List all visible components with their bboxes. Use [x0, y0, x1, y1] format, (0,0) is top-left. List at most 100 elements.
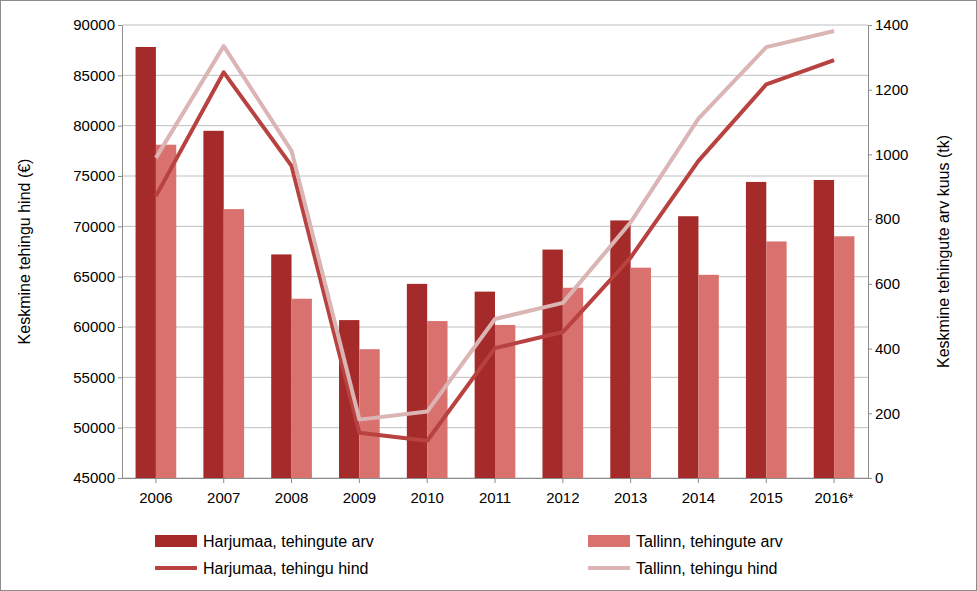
- x-axis: 2006 2007 2008 2009 2010 2011 2012 2013 2014 2015…: [123, 478, 869, 506]
- tick-mark: [868, 413, 872, 414]
- grid-line: [122, 176, 868, 177]
- line: [156, 31, 834, 420]
- axis-line: [122, 26, 123, 479]
- bar: [814, 180, 834, 478]
- grid-line: [122, 25, 868, 26]
- tick-mark: [118, 126, 122, 127]
- grid-line: [122, 75, 868, 76]
- legend-item: Harjumaa, tehingu hind: [155, 560, 368, 577]
- tick: 80000: [73, 117, 122, 134]
- tick-mark: [868, 284, 872, 285]
- bar: [136, 47, 156, 478]
- tick-mark: [427, 478, 428, 483]
- y-axis-title: Keskmine tehingu hind (€): [16, 159, 33, 345]
- tick: 2006: [139, 478, 172, 506]
- bar: [834, 236, 854, 478]
- tick-label: 2007: [207, 489, 240, 506]
- bar: [678, 216, 698, 478]
- bar: [766, 241, 786, 478]
- tick-mark: [118, 428, 122, 429]
- y-axis: 45000 50000 55000 60000 65000 70000 75000 80000…: [73, 16, 122, 486]
- tick-label: 45000: [73, 469, 115, 486]
- tick-label: 70000: [73, 218, 115, 235]
- tick: 200: [868, 405, 900, 422]
- tick: 2013: [614, 478, 647, 506]
- tick-label: 50000: [73, 419, 115, 436]
- legend-swatch: [155, 535, 197, 547]
- tick-label: 85000: [73, 67, 115, 84]
- tick-label: 0: [875, 469, 883, 486]
- tick: 400: [868, 340, 900, 357]
- tick: 2010: [410, 478, 443, 506]
- tick-mark: [155, 478, 156, 483]
- bar: [292, 299, 312, 478]
- tick-mark: [868, 219, 872, 220]
- tick-label: 2010: [410, 489, 443, 506]
- axis-line: [868, 26, 869, 479]
- tick-mark: [118, 327, 122, 328]
- bar: [631, 268, 651, 478]
- tick: 45000: [73, 469, 122, 486]
- chart: 2006 2007 2008 2009 2010 2011 2012 2013 2014 2015…: [0, 0, 977, 591]
- legend-swatch: [588, 535, 630, 547]
- tick: 1400: [868, 16, 908, 33]
- bar: [475, 292, 495, 478]
- line: [156, 60, 834, 441]
- tick: 0: [868, 469, 883, 486]
- tick-label: 2014: [682, 489, 715, 506]
- bar: [203, 131, 223, 478]
- tick: 70000: [73, 218, 122, 235]
- tick-label: 200: [875, 405, 900, 422]
- tick-mark: [766, 478, 767, 483]
- tick-label: 2009: [343, 489, 376, 506]
- tick-label: 65000: [73, 268, 115, 285]
- tick: 1200: [868, 81, 908, 98]
- tick-label: 800: [875, 210, 900, 227]
- tick-label: 2016*: [814, 489, 853, 506]
- tick-label: 2015: [750, 489, 783, 506]
- bar: [698, 275, 718, 478]
- legend-item: Tallinn, tehingute arv: [588, 533, 783, 550]
- tick-mark: [223, 478, 224, 483]
- tick: 65000: [73, 268, 122, 285]
- tick: 90000: [73, 16, 122, 33]
- tick-mark: [630, 478, 631, 483]
- tick: 2009: [343, 478, 376, 506]
- tick: 2014: [682, 478, 715, 506]
- tick-label: 55000: [73, 369, 115, 386]
- tick: 2016*: [814, 478, 853, 506]
- tick: 2008: [275, 478, 308, 506]
- tick-label: 2011: [479, 489, 511, 506]
- legend-label: Harjumaa, tehingu hind: [203, 560, 368, 577]
- tick-mark: [868, 25, 872, 26]
- tick-label: 75000: [73, 167, 115, 184]
- legend-label: Harjumaa, tehingute arv: [203, 533, 374, 550]
- background: [1, 1, 977, 591]
- tick-mark: [118, 226, 122, 227]
- tick-mark: [118, 75, 122, 76]
- tick: 1000: [868, 146, 908, 163]
- y2-axis: 0200400600800100012001400: [868, 16, 908, 486]
- tick-label: 2012: [546, 489, 579, 506]
- tick-mark: [359, 478, 360, 483]
- tick: 2011: [479, 478, 511, 506]
- bar-series: [136, 47, 835, 478]
- grid-line: [122, 125, 868, 126]
- tick-mark: [834, 478, 835, 483]
- tick: 55000: [73, 369, 122, 386]
- tick-label: 2006: [139, 489, 172, 506]
- tick-mark: [868, 90, 872, 91]
- legend-item: Tallinn, tehingu hind: [588, 560, 777, 577]
- tick-label: 1400: [875, 16, 908, 33]
- tick-label: 2013: [614, 489, 647, 506]
- bar-series: [156, 145, 855, 478]
- tick-label: 90000: [73, 16, 115, 33]
- tick-label: 1000: [875, 146, 908, 163]
- tick-label: 60000: [73, 318, 115, 335]
- tick-label: 2008: [275, 489, 308, 506]
- y2-axis-title: Keskmine tehingute arv kuus (tk): [935, 135, 952, 368]
- tick: 800: [868, 210, 900, 227]
- tick-mark: [118, 176, 122, 177]
- legend: Harjumaa, tehingute arv Tallinn, tehingut…: [155, 533, 783, 577]
- tick-mark: [118, 377, 122, 378]
